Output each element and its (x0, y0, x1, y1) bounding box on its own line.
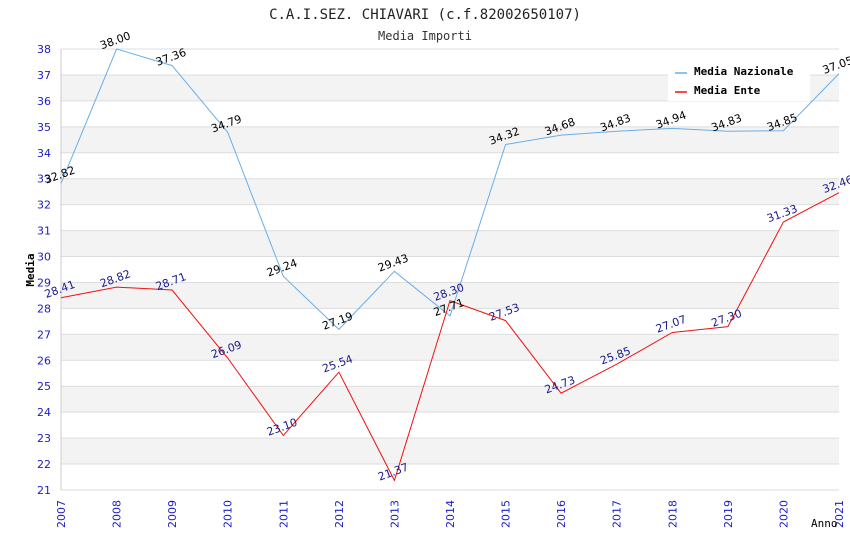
y-tick-label: 27 (37, 328, 51, 341)
data-label: 29.24 (265, 256, 299, 279)
x-tick-label: 2011 (277, 500, 290, 528)
y-tick-label: 33 (37, 173, 51, 186)
y-tick-label: 31 (37, 225, 51, 238)
y-tick-label: 22 (37, 458, 51, 471)
grid-band (61, 230, 839, 257)
y-tick-label: 32 (37, 199, 51, 212)
data-label: 23.10 (265, 416, 299, 439)
x-tick-label: 2018 (666, 500, 679, 528)
legend-label-ente: Media Ente (694, 84, 761, 97)
chart-title: C.A.I.SEZ. CHIAVARI (c.f.82002650107) (269, 7, 581, 23)
y-tick-label: 35 (37, 121, 51, 134)
y-tick-label: 36 (37, 95, 51, 108)
legend: Media Nazionale Media Ente (668, 61, 810, 101)
y-tick-label: 21 (37, 484, 51, 497)
grid-band (61, 126, 839, 153)
x-tick-label: 2017 (611, 500, 624, 528)
chart-subtitle: Media Importi (378, 29, 472, 43)
data-label: 31.33 (765, 202, 799, 225)
x-tick-label: 2020 (777, 500, 790, 528)
grid-lines (61, 48, 839, 491)
x-tick-label: 2010 (222, 500, 235, 528)
x-tick-labels: 2007 2008 2009 2010 2011 2012 2013 2014 2015 2016… (55, 500, 846, 528)
x-tick-label: 2016 (555, 500, 568, 528)
data-label: 37.05 (821, 54, 850, 77)
y-tick-label: 23 (37, 432, 51, 445)
x-tick-label: 2007 (55, 500, 68, 528)
x-tick-label: 2013 (388, 500, 401, 528)
x-tick-label: 2009 (166, 500, 179, 528)
x-tick-label: 2008 (111, 500, 124, 528)
data-label: 27.07 (654, 313, 688, 336)
grid-band (61, 282, 839, 309)
data-label: 27.19 (321, 310, 355, 333)
grid-bands (61, 74, 839, 465)
legend-label-nazionale: Media Nazionale (694, 65, 794, 78)
y-tick-label: 28 (37, 302, 51, 315)
x-tick-label: 2021 (833, 500, 846, 528)
series-lines (60, 48, 840, 482)
y-tick-label: 34 (37, 147, 51, 160)
y-tick-labels: 21 22 23 24 25 26 27 28 29 30 31 32 33 34 35 36 37 38 (37, 43, 51, 497)
x-tick-label: 2014 (444, 500, 457, 528)
x-tick-label: 2015 (500, 500, 513, 528)
grid-band (61, 178, 839, 205)
y-tick-label: 38 (37, 43, 51, 56)
y-tick-label: 26 (37, 354, 51, 367)
y-tick-label: 24 (37, 406, 51, 419)
grid-band (61, 334, 839, 361)
x-tick-label: 2012 (333, 500, 346, 528)
series-line-nazionale (60, 48, 840, 331)
grid-band (61, 386, 839, 413)
y-tick-label: 37 (37, 69, 51, 82)
x-axis-label: Anno (811, 517, 838, 530)
series-line-ente (60, 192, 840, 482)
y-tick-label: 29 (37, 276, 51, 289)
grid-band (61, 438, 839, 465)
y-axis-label: Media (24, 253, 37, 286)
y-tick-label: 25 (37, 380, 51, 393)
x-tick-label: 2019 (722, 500, 735, 528)
y-tick-label: 30 (37, 251, 51, 264)
